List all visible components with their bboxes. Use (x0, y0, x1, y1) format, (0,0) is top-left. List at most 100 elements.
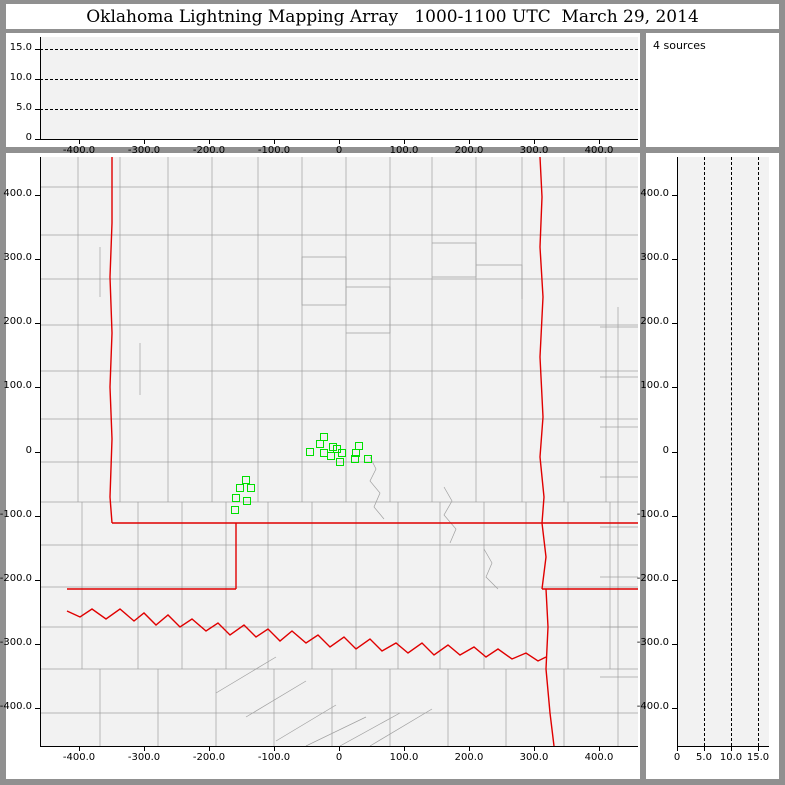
axis-tick-label: 15.0 (746, 752, 770, 763)
altitude-profile-y-axis (677, 157, 678, 746)
axis-tick-mark (274, 139, 275, 144)
axis-tick-label: 100.0 (389, 145, 419, 156)
axis-tick-mark (35, 109, 40, 110)
axis-tick-label: 5.0 (16, 102, 32, 113)
lightning-source-marker (243, 497, 252, 506)
county-boundaries-layer (40, 157, 638, 746)
axis-tick-mark (404, 139, 405, 144)
axis-tick-label: -300.0 (127, 752, 161, 763)
gridline (40, 79, 638, 80)
time-altitude-plot-area[interactable] (40, 37, 638, 139)
gridline (758, 157, 759, 746)
page-title: Oklahoma Lightning Mapping Array 1000-11… (86, 6, 699, 27)
axis-tick-mark (404, 746, 405, 751)
axis-tick-mark (35, 49, 40, 50)
axis-tick-label: 300.0 (519, 752, 549, 763)
state-boundaries-layer (66, 157, 638, 746)
axis-tick-mark (209, 139, 210, 144)
axis-tick-mark (672, 387, 677, 388)
altitude-profile-plot-area[interactable] (677, 157, 769, 746)
axis-tick-label: 200.0 (454, 752, 484, 763)
axis-tick-mark (672, 644, 677, 645)
lightning-source-marker (315, 440, 324, 449)
axis-tick-mark (672, 452, 677, 453)
axis-tick-label: 400.0 (3, 188, 32, 199)
axis-tick-mark (35, 452, 40, 453)
axis-tick-mark (209, 746, 210, 751)
axis-tick-label: 100.0 (389, 752, 419, 763)
axis-tick-mark (144, 746, 145, 751)
axis-tick-mark (731, 746, 732, 751)
gridline (704, 157, 705, 746)
time-altitude-y-axis (40, 37, 41, 139)
axis-tick-mark (35, 516, 40, 517)
gridline (40, 49, 638, 50)
axis-tick-label: 0 (335, 145, 343, 156)
altitude-profile-panel: -400.0 -300.0 -200.0 -100.0 0 100.0 200.0 300.0… (637, 153, 779, 779)
lightning-source-marker (335, 458, 344, 467)
axis-tick-mark (599, 746, 600, 751)
axis-tick-label: 10.0 (9, 72, 32, 83)
axis-tick-mark (672, 580, 677, 581)
axis-tick-mark (79, 139, 80, 144)
time-altitude-panel: 0 5.0 10.0 15.0 -400.0 -300.0 -200.0 -100.0 0 10… (6, 33, 640, 156)
axis-tick-label: 5.0 (696, 752, 712, 763)
axis-tick-mark (35, 323, 40, 324)
lightning-source-marker (236, 483, 245, 492)
axis-tick-label: -200.0 (636, 573, 669, 584)
axis-tick-mark (672, 516, 677, 517)
axis-tick-label: 0 (662, 445, 669, 456)
axis-tick-mark (599, 139, 600, 144)
axis-tick-mark (704, 746, 705, 751)
source-count-panel: 4 sources (646, 33, 779, 147)
axis-tick-label: -400.0 (636, 701, 669, 712)
plan-view-plot-area[interactable] (40, 157, 638, 746)
gridline (731, 157, 732, 746)
lightning-source-marker (306, 447, 315, 456)
axis-tick-mark (35, 139, 40, 140)
lightning-source-marker (320, 432, 329, 441)
plan-view-y-axis (40, 157, 41, 746)
axis-tick-mark (672, 708, 677, 709)
axis-tick-mark (758, 746, 759, 751)
axis-tick-label: -100.0 (0, 509, 32, 520)
axis-tick-mark (35, 195, 40, 196)
axis-tick-mark (35, 79, 40, 80)
axis-tick-label: -100.0 (257, 145, 291, 156)
axis-tick-mark (35, 708, 40, 709)
axis-tick-mark (339, 746, 340, 751)
axis-tick-label: -400.0 (62, 145, 96, 156)
axis-tick-label: -100.0 (257, 752, 291, 763)
axis-tick-label: -300.0 (0, 637, 32, 648)
axis-tick-label: -100.0 (636, 509, 669, 520)
axis-tick-label: -400.0 (62, 752, 96, 763)
axis-tick-mark (339, 139, 340, 144)
axis-tick-label: 0 (673, 752, 681, 763)
lightning-source-marker (232, 493, 241, 502)
axis-tick-label: 300.0 (519, 145, 549, 156)
axis-tick-mark (672, 195, 677, 196)
axis-tick-mark (672, 259, 677, 260)
axis-tick-mark (469, 746, 470, 751)
axis-tick-mark (35, 580, 40, 581)
axis-tick-mark (534, 746, 535, 751)
axis-tick-label: 0 (25, 132, 32, 143)
axis-tick-label: 200.0 (640, 316, 669, 327)
lightning-source-marker (327, 451, 336, 460)
axis-tick-mark (672, 323, 677, 324)
axis-tick-label: 400.0 (584, 752, 614, 763)
lightning-source-marker (231, 505, 239, 514)
axis-tick-label: 400.0 (584, 145, 614, 156)
lightning-source-marker (242, 476, 251, 485)
axis-tick-mark (79, 746, 80, 751)
axis-tick-label: 200.0 (454, 145, 484, 156)
axis-tick-label: 400.0 (640, 188, 669, 199)
axis-tick-mark (534, 139, 535, 144)
axis-tick-label: -200.0 (192, 752, 226, 763)
axis-tick-label: 300.0 (3, 252, 32, 263)
axis-tick-mark (469, 139, 470, 144)
axis-tick-mark (144, 139, 145, 144)
altitude-profile-x-axis (677, 746, 769, 747)
axis-tick-label: -300.0 (127, 145, 161, 156)
